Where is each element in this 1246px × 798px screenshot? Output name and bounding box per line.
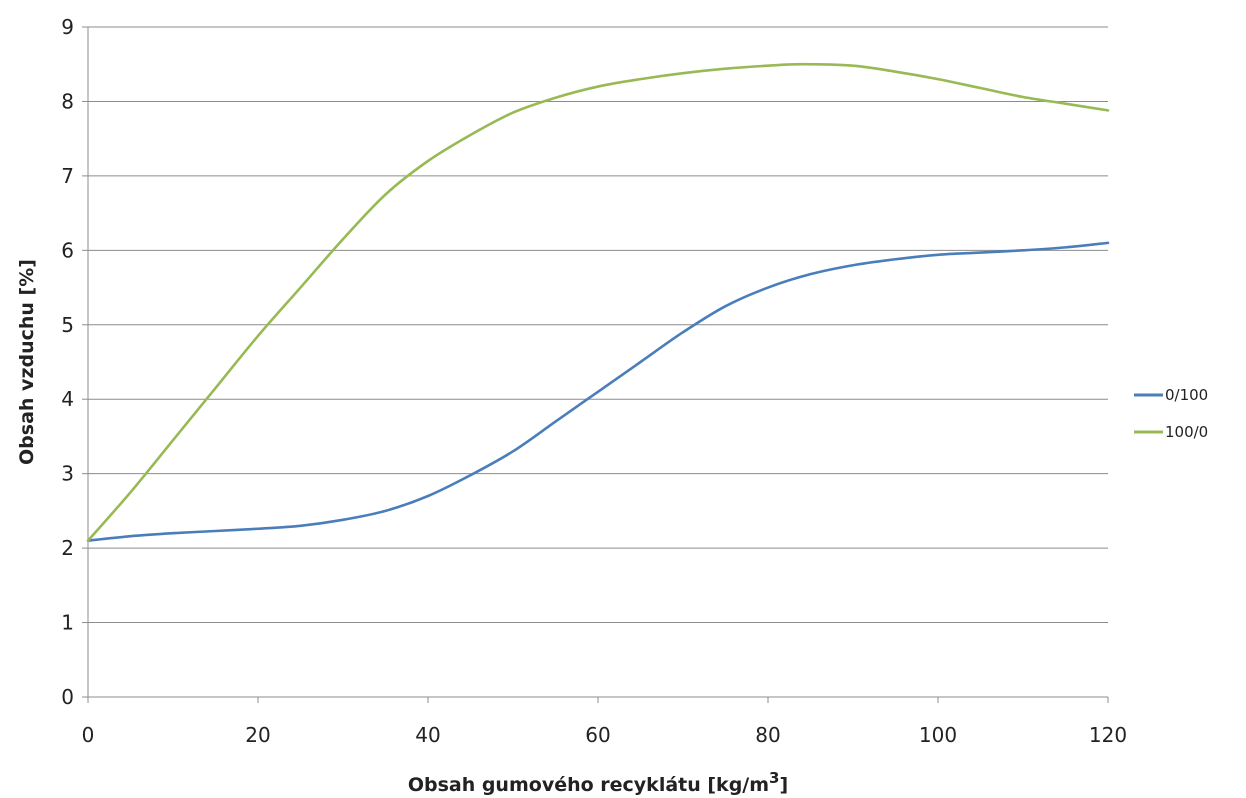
y-tick-label-9: 9	[61, 15, 74, 39]
legend: 0/100 100/0	[1134, 386, 1208, 441]
legend-label-2: 100/0	[1165, 423, 1208, 441]
series-line-1	[86, 241, 1110, 542]
x-tick-label-60: 60	[585, 723, 610, 747]
x-tick-label-0: 0	[82, 723, 95, 747]
y-tick-label-1: 1	[61, 611, 74, 635]
y-tick-label-7: 7	[61, 164, 74, 188]
x-tick-label-40: 40	[415, 723, 440, 747]
gridlines	[88, 26, 1108, 624]
x-axis-title-suffix: ]	[779, 774, 788, 796]
y-tick-labels: 0 1 2 3 4 5 6 7 8 9	[61, 15, 74, 709]
x-tick-label-20: 20	[245, 723, 270, 747]
y-tick-label-0: 0	[61, 685, 74, 709]
series-line-2	[86, 62, 1110, 542]
x-axis-title-text: Obsah gumového recyklátu [kg/m	[408, 774, 769, 796]
y-tick-label-2: 2	[61, 536, 74, 560]
series-lines	[86, 62, 1110, 542]
legend-label-1: 0/100	[1165, 386, 1208, 404]
y-tick-label-8: 8	[61, 89, 74, 113]
y-tick-label-3: 3	[61, 462, 74, 486]
x-tick-label-120: 120	[1089, 723, 1127, 747]
x-axis-title: Obsah gumového recyklátu [kg/m3]	[408, 769, 788, 796]
axes	[82, 26, 1109, 703]
x-axis-title-superscript: 3	[769, 769, 779, 787]
y-tick-label-6: 6	[61, 238, 74, 262]
y-tick-label-5: 5	[61, 313, 74, 337]
y-axis-title: Obsah vzduchu [%]	[16, 259, 38, 465]
y-tick-label-4: 4	[61, 387, 74, 411]
x-tick-label-80: 80	[755, 723, 780, 747]
x-tick-label-100: 100	[919, 723, 957, 747]
x-tick-labels: 0 20 40 60 80 100 120	[82, 723, 1127, 747]
